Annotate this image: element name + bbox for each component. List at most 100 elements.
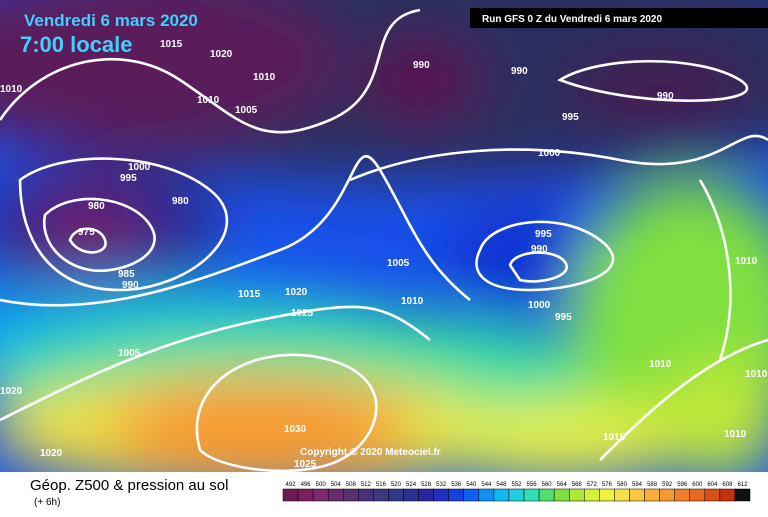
scale-swatch	[659, 488, 675, 502]
scale-swatch	[523, 488, 540, 502]
scale-label: 608	[722, 482, 733, 488]
isobar-label: 1010	[724, 429, 747, 440]
scale-label: 552	[511, 482, 522, 488]
scale-label: 496	[301, 482, 312, 488]
isobar-label: 1000	[128, 162, 151, 173]
scale-swatch	[704, 488, 721, 502]
scale-swatch	[553, 488, 570, 502]
scale-label: 584	[632, 482, 643, 488]
isobar	[475, 220, 615, 292]
isobar-label: 990	[657, 91, 674, 102]
scale-swatch	[343, 488, 359, 502]
scale-swatch	[568, 488, 585, 502]
time: 7:00 locale	[20, 32, 133, 57]
isobar-label: 1020	[210, 49, 233, 60]
isobar-label: 1010	[649, 359, 672, 370]
scale-label: 524	[406, 482, 417, 488]
scale-label: 516	[376, 482, 387, 488]
isobar-label: 1015	[160, 39, 183, 50]
scale-label: 500	[316, 482, 327, 488]
isobar-label: 1010	[0, 84, 23, 95]
isobar-label: 1010	[197, 95, 220, 106]
scale-swatch	[689, 488, 706, 502]
scale-label: 564	[557, 482, 568, 488]
scale-swatch	[538, 488, 555, 502]
isobar-label: 995	[555, 312, 572, 323]
scale-swatch	[358, 488, 374, 502]
scale-swatch	[282, 488, 299, 502]
isobar-label: 1020	[40, 448, 63, 459]
footer-subtitle: (+ 6h)	[34, 497, 60, 508]
run-box	[470, 8, 768, 28]
isobar-label: 980	[172, 196, 189, 207]
isobar-label: 980	[88, 201, 105, 212]
scale-swatch	[433, 488, 449, 502]
scale-label: 492	[286, 482, 297, 488]
scale-swatch	[312, 488, 329, 502]
isobar-labels: 1015102010101010100510109909909909951000…	[0, 39, 768, 470]
isobar	[0, 8, 421, 134]
isobar-label: 985	[118, 269, 135, 280]
scale-swatch	[373, 488, 389, 502]
date: Vendredi 6 mars 2020	[24, 11, 198, 30]
isobar	[349, 134, 768, 182]
isobar	[698, 179, 732, 361]
isobar	[18, 157, 229, 292]
scale-swatch	[418, 488, 434, 502]
scale-swatch	[734, 488, 751, 502]
scale-swatch	[599, 488, 615, 502]
scale-label: 508	[346, 482, 357, 488]
isobar	[42, 197, 156, 273]
isobar-label: 1005	[387, 258, 410, 269]
scale-label: 604	[707, 482, 718, 488]
isobar-label: 990	[413, 60, 430, 71]
scale-label: 548	[496, 482, 507, 488]
footer-title: Géop. Z500 & pression au sol	[30, 477, 228, 494]
scale-label: 612	[737, 482, 748, 488]
scale-label: 504	[331, 482, 342, 488]
isobar-label: 1000	[538, 148, 561, 159]
scale-swatch	[448, 488, 465, 502]
color-scale: 492 496 500 504 508 512 516 520 524 528 532 536 540 5…	[282, 482, 751, 502]
isobar-label: 1025	[291, 308, 314, 319]
isobar	[599, 338, 768, 461]
scale-label: 568	[572, 482, 583, 488]
scale-swatch	[297, 488, 314, 502]
isobar-label: 995	[120, 173, 137, 184]
isobar-label: 1005	[118, 348, 141, 359]
isobar-label: 1015	[238, 289, 261, 300]
isobar-label: 1025	[294, 459, 317, 470]
scale-label: 596	[677, 482, 688, 488]
scale-label: 556	[527, 482, 538, 488]
isobar-label: 990	[122, 280, 139, 291]
scale-swatch	[629, 488, 645, 502]
isobar-label: 990	[511, 66, 528, 77]
scale-swatch	[614, 488, 630, 502]
scale-swatch	[584, 488, 600, 502]
field	[0, 0, 768, 472]
isobar-label: 1020	[285, 287, 308, 298]
scale-label: 576	[602, 482, 613, 488]
isobar	[557, 59, 749, 102]
scale-label: 580	[617, 482, 628, 488]
isobar-label: 1010	[735, 256, 758, 267]
scale-label: 532	[436, 482, 447, 488]
isobar-label: 995	[562, 112, 579, 123]
scale-swatch	[674, 488, 690, 502]
isobar-label: 1005	[235, 105, 258, 116]
isobar	[68, 227, 107, 254]
scale-label: 512	[361, 482, 372, 488]
isobar	[508, 251, 569, 283]
scale-label: 572	[587, 482, 598, 488]
scale-swatch	[644, 488, 660, 502]
isobar	[0, 305, 431, 422]
scale-label: 528	[421, 482, 432, 488]
isobar-label: 1015	[603, 432, 626, 443]
scale-swatch	[719, 488, 736, 502]
scale-label: 600	[692, 482, 703, 488]
isobar-label: 990	[531, 244, 548, 255]
scale-label: 560	[542, 482, 553, 488]
isobar-label: 1010	[253, 72, 276, 83]
isobar	[195, 353, 378, 472]
isobar-label: 1020	[0, 386, 23, 397]
